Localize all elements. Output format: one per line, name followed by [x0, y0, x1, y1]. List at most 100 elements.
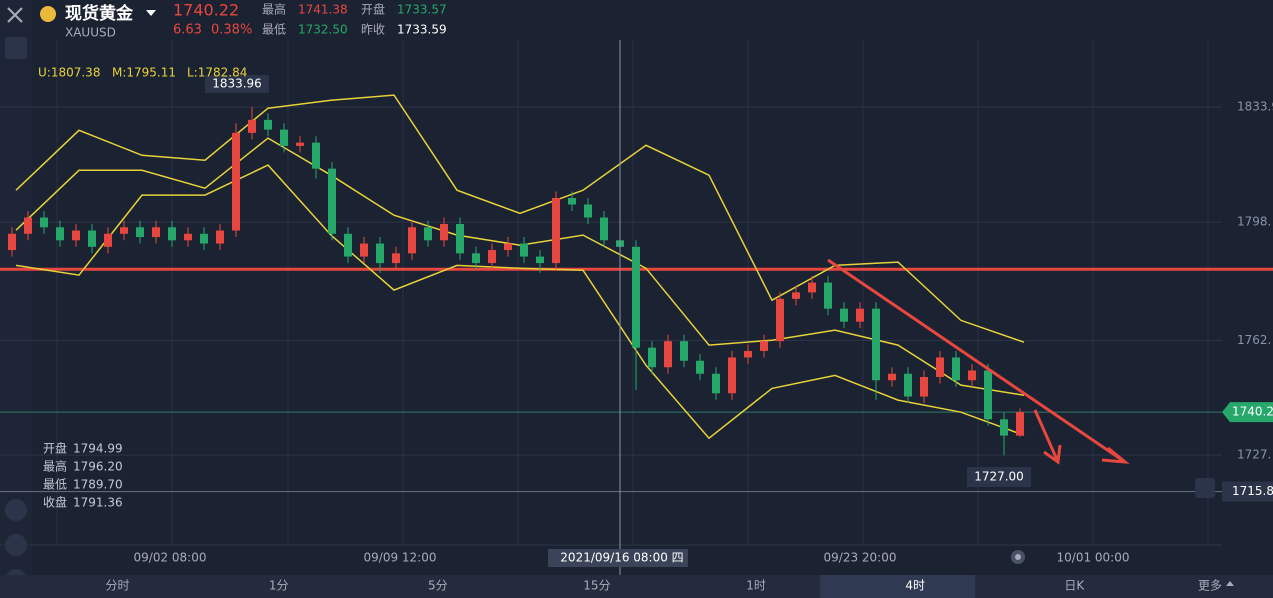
candle-body — [936, 357, 944, 378]
candle-body — [360, 243, 368, 257]
band-line — [15, 164, 1025, 440]
stat-label: 最高 — [262, 2, 286, 17]
candle-body — [184, 233, 192, 241]
stat-value: 1733.59 — [397, 23, 447, 37]
x-tick-label: 2021/09/16 08:00 四 — [560, 551, 683, 565]
candle-body — [472, 253, 480, 264]
candle-body — [696, 360, 704, 374]
instrument-name[interactable]: 现货黄金 — [65, 3, 134, 24]
candle-body — [88, 230, 96, 247]
stat-value: 1732.50 — [298, 23, 348, 37]
stat-label: 昨收 — [361, 23, 385, 37]
candle-body — [872, 308, 880, 381]
stat-value: 1733.57 — [397, 3, 447, 17]
candle-body — [24, 217, 32, 234]
alert-tag — [1222, 481, 1273, 502]
candle-body — [680, 341, 688, 361]
tab[interactable]: 分时 — [106, 579, 130, 593]
gold-icon — [40, 6, 56, 22]
candle-body — [408, 227, 416, 254]
info-label: 收盘 — [43, 495, 67, 510]
low-label-box — [967, 467, 1031, 487]
info-label: 开盘 — [43, 441, 67, 456]
y-tick-label: 1833.9 — [1237, 99, 1273, 113]
dropdown-icon[interactable] — [146, 10, 156, 16]
candle-body — [856, 308, 864, 322]
tab[interactable]: 4时 — [905, 579, 925, 593]
candle-body — [648, 347, 656, 368]
stat-value: 1741.38 — [298, 3, 348, 17]
candle-body — [840, 308, 848, 322]
candle-body — [968, 370, 976, 381]
candle-body — [328, 168, 336, 234]
change-pct: 0.38% — [211, 23, 252, 38]
candle-body — [952, 357, 960, 381]
info-value: 1789.70 — [73, 478, 123, 492]
candle-body — [1016, 412, 1024, 436]
candle-body — [568, 197, 576, 205]
high-label: 1833.96 — [212, 77, 262, 91]
info-label: 最高 — [43, 459, 67, 474]
candle-body — [904, 373, 912, 397]
candle-body — [664, 341, 672, 368]
candle-body — [72, 230, 80, 241]
tool-button[interactable] — [5, 499, 27, 521]
candle-body — [536, 256, 544, 264]
tab[interactable]: 更多 — [1198, 579, 1222, 593]
stat-label: 开盘 — [361, 2, 385, 17]
candle-body — [8, 233, 16, 251]
change: 6.63 — [173, 23, 202, 38]
tab[interactable]: 5分 — [428, 579, 448, 593]
alert-tag-label: 1715.8 — [1232, 484, 1273, 498]
candle-body — [600, 217, 608, 241]
y-tick-label: 1727. — [1237, 448, 1271, 462]
y-tick-label: 1762. — [1237, 333, 1271, 347]
candle-body — [824, 282, 832, 309]
candle-body — [712, 373, 720, 394]
price: 1740.22 — [173, 1, 239, 20]
candle-body — [56, 227, 64, 241]
tool-button[interactable] — [5, 37, 27, 59]
alert-icon[interactable] — [1195, 478, 1215, 498]
tab[interactable]: 1时 — [746, 579, 766, 593]
more-icon — [1226, 581, 1234, 586]
stat-label: 最低 — [262, 23, 286, 37]
tab[interactable]: 日K — [1064, 579, 1085, 593]
candle-body — [168, 227, 176, 241]
tab[interactable]: 15分 — [583, 579, 610, 593]
candle-body — [504, 243, 512, 251]
candle-body — [344, 233, 352, 257]
candle-body — [120, 227, 128, 234]
low-label: 1727.00 — [974, 470, 1024, 484]
candle-body — [216, 230, 224, 244]
candle-body — [792, 292, 800, 299]
candle-body — [248, 119, 256, 133]
trend-annotation — [827, 258, 1130, 465]
x-tick-label: 09/09 12:00 — [364, 551, 437, 565]
candle-body — [728, 357, 736, 394]
x-tick-label: 09/23 20:00 — [824, 551, 897, 565]
symbol: XAUUSD — [65, 26, 116, 40]
candle-body — [296, 142, 304, 146]
candle-body — [200, 233, 208, 244]
candle-body — [152, 227, 160, 238]
close-icon[interactable] — [7, 7, 23, 23]
indicator-value: U:1807.38 — [38, 66, 100, 80]
info-value: 1794.99 — [73, 442, 123, 456]
candle-body — [776, 298, 784, 342]
candle-body — [920, 377, 928, 397]
candle-body — [232, 132, 240, 231]
info-value: 1791.36 — [73, 496, 123, 510]
candle-body — [760, 341, 768, 351]
scroll-dot — [1015, 554, 1021, 560]
y-tick-label: 1798. — [1237, 215, 1271, 229]
candle-body — [552, 197, 560, 264]
tab[interactable]: 1分 — [269, 579, 289, 593]
x-label-box — [548, 549, 688, 567]
candle-body — [280, 129, 288, 146]
price-tag-label: 1740.2 — [1232, 405, 1273, 419]
band-line — [15, 94, 1025, 343]
info-label: 最低 — [43, 478, 67, 492]
x-tick-label: 09/02 08:00 — [134, 551, 207, 565]
